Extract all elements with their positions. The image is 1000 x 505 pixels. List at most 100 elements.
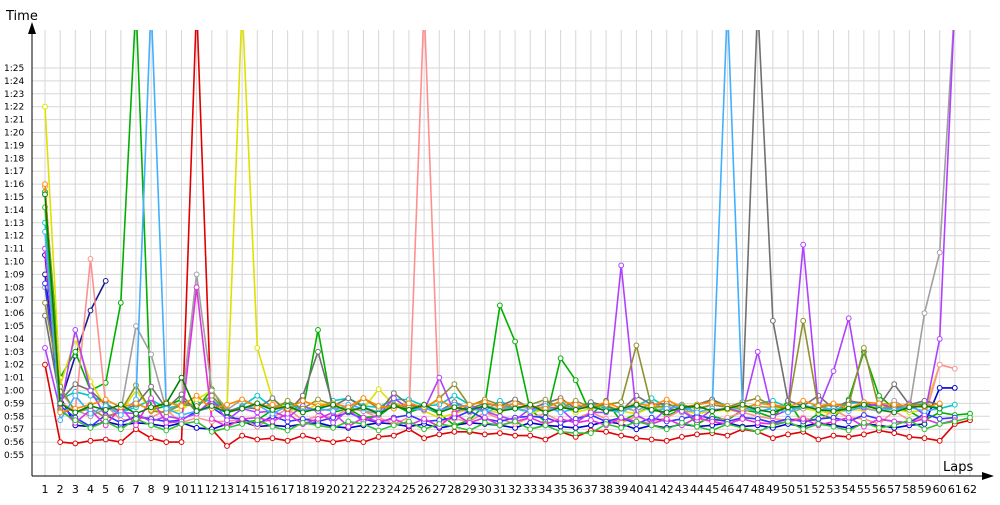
data-point: [709, 408, 716, 415]
data-point: [269, 401, 276, 408]
data-point: [921, 435, 928, 442]
data-point: [466, 419, 473, 426]
data-point: [72, 327, 79, 333]
data-point: [830, 432, 837, 439]
data-point: [754, 428, 761, 435]
data-point: [117, 299, 124, 306]
data-point: [284, 410, 291, 417]
data-point: [163, 419, 170, 426]
data-point: [57, 417, 64, 424]
data-point: [436, 431, 443, 438]
data-point: [936, 385, 943, 391]
y-tick-label: 1:17: [4, 167, 24, 177]
y-tick-label: 1:04: [4, 335, 24, 345]
data-point: [42, 299, 48, 306]
x-tick-label: 46: [720, 483, 734, 496]
x-tick-label: 36: [569, 483, 583, 496]
x-tick-label: 57: [887, 483, 901, 496]
data-point: [57, 400, 64, 407]
y-tick-label: 1:03: [4, 348, 24, 358]
x-tick-label: 43: [675, 483, 689, 496]
data-point: [663, 396, 670, 403]
data-point: [845, 405, 852, 412]
data-point: [800, 241, 807, 248]
data-point: [936, 336, 943, 342]
data-point: [754, 348, 761, 355]
x-tick-label: 3: [72, 483, 79, 496]
data-point: [284, 427, 291, 434]
data-point: [345, 423, 352, 430]
y-tick-label: 1:20: [4, 129, 24, 139]
data-point: [284, 437, 291, 444]
data-point: [724, 432, 731, 439]
x-tick-label: 11: [190, 483, 204, 496]
data-point: [800, 416, 807, 422]
data-point: [936, 405, 943, 412]
x-tick-label: 21: [341, 483, 355, 496]
x-tick-label: 62: [963, 483, 977, 496]
x-tick-label: 18: [296, 483, 310, 496]
x-tick-label: 20: [326, 483, 340, 496]
x-tick-label: 54: [842, 483, 856, 496]
data-point: [830, 368, 837, 375]
data-point: [527, 414, 534, 421]
x-tick-label: 35: [554, 483, 568, 496]
data-point: [208, 428, 215, 435]
x-tick-label: 1: [42, 483, 49, 496]
data-point: [527, 432, 534, 439]
data-point: [557, 355, 564, 362]
data-point: [239, 432, 246, 439]
x-tick-label: 51: [796, 483, 810, 496]
data-point: [360, 439, 367, 446]
data-point: [163, 405, 170, 412]
x-tick-label: 22: [356, 483, 370, 496]
data-point: [451, 392, 458, 399]
x-tick-label: 5: [102, 483, 109, 496]
data-point: [42, 191, 48, 198]
x-tick-label: 48: [751, 483, 765, 496]
data-point: [618, 432, 625, 439]
data-point: [921, 310, 928, 317]
x-tick-label: 25: [402, 483, 416, 496]
data-point: [299, 392, 306, 399]
data-point: [239, 396, 246, 403]
data-point: [224, 401, 230, 408]
x-tick-label: 9: [163, 483, 170, 496]
x-tick-label: 19: [311, 483, 325, 496]
y-axis-arrow: [28, 22, 36, 34]
y-tick-label: 1:02: [4, 361, 24, 371]
data-point: [648, 414, 655, 421]
data-point: [360, 404, 367, 411]
series-1: [42, 30, 973, 449]
data-point: [512, 432, 518, 439]
x-tick-label: 52: [811, 483, 825, 496]
data-point: [618, 414, 625, 421]
data-point: [679, 404, 685, 411]
data-point: [72, 409, 79, 416]
data-point: [315, 422, 321, 429]
data-point: [921, 416, 928, 422]
data-point: [861, 431, 867, 438]
data-point: [830, 408, 837, 415]
data-point: [375, 427, 382, 434]
data-point: [117, 439, 124, 446]
data-point: [72, 381, 79, 388]
data-point: [770, 409, 776, 416]
data-point: [588, 430, 594, 437]
data-point: [876, 400, 882, 407]
data-point: [315, 416, 321, 422]
data-point: [876, 425, 882, 431]
data-point: [739, 401, 746, 408]
series-line: [44, 194, 940, 415]
data-point: [936, 437, 943, 444]
data-point: [936, 416, 943, 422]
x-tick-label: 60: [933, 483, 947, 496]
data-point: [284, 403, 291, 409]
data-point: [588, 422, 594, 429]
data-point: [936, 361, 943, 368]
x-tick-label: 42: [660, 483, 674, 496]
data-point: [557, 416, 564, 422]
data-point: [269, 395, 276, 402]
data-point: [481, 431, 488, 438]
